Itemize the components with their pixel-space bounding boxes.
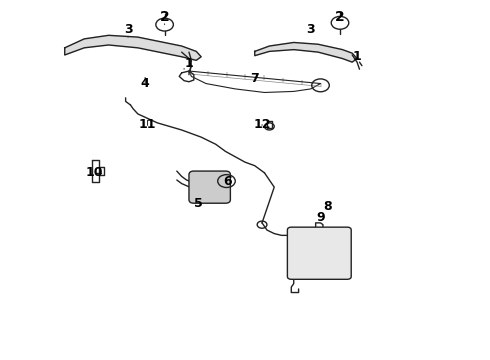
Polygon shape xyxy=(255,42,357,62)
Text: 3: 3 xyxy=(306,23,315,36)
Text: 8: 8 xyxy=(323,200,332,213)
Text: 6: 6 xyxy=(223,175,232,188)
Text: 9: 9 xyxy=(316,211,325,224)
FancyBboxPatch shape xyxy=(189,171,230,203)
Text: 5: 5 xyxy=(195,197,203,210)
Text: 1: 1 xyxy=(185,57,194,71)
Text: 10: 10 xyxy=(85,166,103,179)
Text: 11: 11 xyxy=(139,118,156,131)
Text: 3: 3 xyxy=(124,23,132,36)
FancyBboxPatch shape xyxy=(288,227,351,279)
Text: 12: 12 xyxy=(253,118,271,131)
Text: 2: 2 xyxy=(160,10,170,24)
Text: 1: 1 xyxy=(353,50,362,63)
Text: 2: 2 xyxy=(335,10,345,24)
Polygon shape xyxy=(65,35,201,60)
Text: 4: 4 xyxy=(141,77,149,90)
Text: 7: 7 xyxy=(250,72,259,85)
